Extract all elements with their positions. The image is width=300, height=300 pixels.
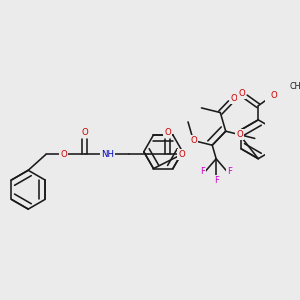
- Text: NH: NH: [101, 150, 114, 159]
- Text: CH₃: CH₃: [289, 82, 300, 91]
- Text: F: F: [200, 167, 206, 176]
- Text: O: O: [190, 136, 197, 145]
- Text: O: O: [164, 128, 171, 137]
- Text: O: O: [238, 89, 245, 98]
- Text: F: F: [214, 176, 219, 185]
- Text: F: F: [227, 167, 232, 176]
- Text: O: O: [178, 150, 185, 159]
- Text: O: O: [271, 91, 278, 100]
- Text: O: O: [230, 94, 237, 103]
- Text: O: O: [236, 130, 243, 139]
- Text: O: O: [60, 150, 67, 159]
- Text: O: O: [81, 128, 88, 137]
